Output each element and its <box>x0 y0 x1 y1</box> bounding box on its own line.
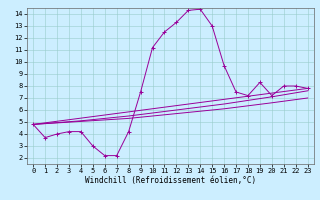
X-axis label: Windchill (Refroidissement éolien,°C): Windchill (Refroidissement éolien,°C) <box>85 176 256 185</box>
